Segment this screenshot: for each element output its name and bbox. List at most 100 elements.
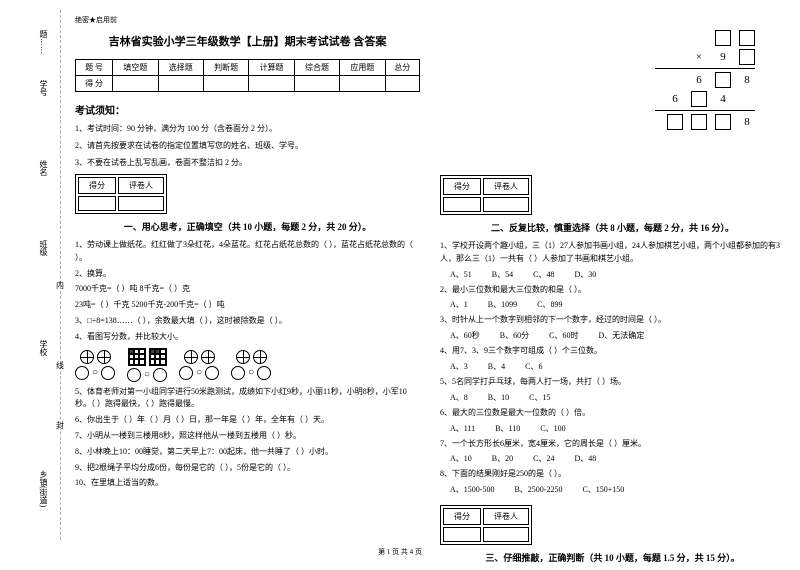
grader-cell: 评卷人 — [483, 178, 529, 195]
grader-cell: 评卷人 — [483, 508, 529, 525]
options-6: A、111B、110C、100 — [440, 423, 785, 434]
question-4: 4、看图写分数，并比较大小。 — [75, 331, 420, 344]
multiplication-problem: ×9 68 64 8 — [615, 30, 755, 133]
cut-label-3: 封 — [56, 420, 64, 431]
table-row: 得 分 — [76, 76, 420, 92]
label-school: 学校 — [38, 340, 49, 356]
blank-box — [739, 30, 755, 46]
circle-icon — [231, 366, 245, 380]
compare-symbol: ○ — [144, 369, 150, 380]
options-1: A、51B、54C、48D、30 — [440, 269, 785, 280]
shape-group: ○ — [231, 350, 271, 380]
th-fill: 填空题 — [113, 60, 158, 76]
circle-icon — [127, 368, 141, 382]
question-7: 7、小明从一楼到三楼用8秒，照这样他从一楼到五楼用（ ）秒。 — [75, 430, 420, 443]
digit-8: 8 — [739, 74, 755, 86]
scorer-box: 得分评卷人 — [440, 175, 532, 215]
shape-group: ○ — [75, 350, 115, 380]
question-2b: 23吨=（ ）千克 5200千克-200千克=（ ）吨 — [75, 299, 420, 312]
compare-symbol: ○ — [248, 367, 254, 378]
scorer-box: 得分评卷人 — [440, 505, 532, 545]
notice-title: 考试须知： — [75, 102, 420, 117]
table-row: 题 号 填空题 选择题 判断题 计算题 综合题 应用题 总分 — [76, 60, 420, 76]
label-note: 题…… — [38, 30, 49, 54]
options-5: A、8B、10C、15 — [440, 392, 785, 403]
blank-box — [715, 30, 731, 46]
circle-icon — [184, 350, 198, 364]
question-9: 9、把2根绳子平均分成6份，每份是它的（ ），5份是它的（ ）。 — [75, 462, 420, 475]
options-2: A、1B、1099C、899 — [440, 299, 785, 310]
score-table: 题 号 填空题 选择题 判断题 计算题 综合题 应用题 总分 得 分 — [75, 59, 420, 92]
circle-icon — [97, 350, 111, 364]
question-8: 8、小林晚上10：00睡觉，第二天早上7：00起床，他一共睡了（ ）小时。 — [75, 446, 420, 459]
problem-5: 5、5名同学打乒乓球，每两人打一场，共打（ ）场。 — [440, 376, 785, 389]
exam-title: 吉林省实验小学三年级数学【上册】期末考试试卷 含答案 — [75, 33, 420, 49]
circle-icon — [75, 366, 89, 380]
compare-symbol: ○ — [92, 367, 98, 378]
scorer-box: 得分评卷人 — [75, 174, 167, 214]
shape-group: ○ — [179, 350, 219, 380]
circle-icon — [101, 366, 115, 380]
blank-box — [691, 114, 707, 130]
cut-label-2: 线 — [56, 360, 64, 371]
options-3: A、60秒B、60分C、60时D、无法确定 — [440, 330, 785, 341]
fraction-shapes: ○ ○ ○ ○ — [75, 348, 420, 382]
th-comp: 综合题 — [294, 60, 339, 76]
notice-item: 1、考试时间：90 分钟，满分为 100 分（含卷面分 2 分）。 — [75, 123, 420, 135]
compare-symbol: ○ — [196, 367, 202, 378]
question-6: 6、你出生于（ ）年（ ）月（ ）日，那一年是（ ）年，全年有（ ）天。 — [75, 414, 420, 427]
circle-icon — [153, 368, 167, 382]
problem-2: 2、最小三位数和最大三位数的和是（ ）。 — [440, 284, 785, 297]
left-column: 绝密★启用前 吉林省实验小学三年级数学【上册】期末考试试卷 含答案 题 号 填空… — [75, 15, 420, 570]
label-class: 班级 — [38, 240, 49, 256]
td-score: 得 分 — [76, 76, 113, 92]
circle-icon — [236, 350, 250, 364]
th-num: 题 号 — [76, 60, 113, 76]
digit-9: 9 — [715, 51, 731, 63]
question-3: 3、□÷8=138……（ ），余数最大填（ ），这时被除数是（ ）。 — [75, 315, 420, 328]
circle-icon — [253, 350, 267, 364]
th-app: 应用题 — [340, 60, 385, 76]
shape-group: ○ — [127, 348, 167, 382]
section-1-title: 一、用心思考，正确填空（共 10 小题，每题 2 分，共 20 分）。 — [75, 220, 420, 233]
page-footer: 第 1 页 共 4 页 — [0, 547, 800, 557]
blank-box — [739, 49, 755, 65]
th-calc: 计算题 — [249, 60, 294, 76]
question-2: 2、换算。 — [75, 268, 420, 281]
circle-icon — [257, 366, 271, 380]
times-sign: × — [691, 51, 707, 63]
grader-cell: 评卷人 — [118, 177, 164, 194]
circle-icon — [80, 350, 94, 364]
digit-6: 6 — [691, 74, 707, 86]
notice-item: 3、不要在试卷上乱写乱画，卷面不整洁扣 2 分。 — [75, 157, 420, 169]
problem-6: 6、最大的三位数是最大一位数的（ ）倍。 — [440, 407, 785, 420]
section-2-title: 二、反复比较，慎重选择（共 8 小题，每题 2 分，共 16 分）。 — [440, 221, 785, 234]
horizontal-line — [655, 68, 755, 69]
binding-margin: 题…… 学号 姓名 班级 学校 乡镇(街道) — [0, 0, 50, 565]
th-total: 总分 — [385, 60, 419, 76]
problem-4: 4、用7、3、9三个数字可组成（ ）个三位数。 — [440, 345, 785, 358]
problem-7: 7、一个长方形长6厘米，宽4厘米，它的周长是（ ）厘米。 — [440, 438, 785, 451]
notice-item: 2、请首先按要求在试卷的指定位置填写您的姓名、班级、学号。 — [75, 140, 420, 152]
options-7: A、10B、20C、24D、48 — [440, 453, 785, 464]
grid-icon — [149, 348, 167, 366]
secret-mark: 绝密★启用前 — [75, 15, 420, 25]
cut-line — [60, 10, 61, 540]
problem-1: 1、学校开设两个趣小组，三（1）27人参加书画小组，24人参加棋艺小组，两个小组… — [440, 240, 785, 266]
question-2a: 7000千克=（ ）吨 8千克=（ ）克 — [75, 283, 420, 296]
right-column: ×9 68 64 8 得分评卷人 二、反复比较，慎重选择（共 8 小题，每题 2… — [440, 15, 785, 570]
problem-8: 8、下面的结果刚好是250的是（ ）。 — [440, 468, 785, 481]
horizontal-line — [655, 110, 755, 111]
label-town: 乡镇(街道) — [38, 470, 49, 507]
question-1: 1、劳动课上做纸花。红红做了3朵红花，4朵蓝花。红花占纸花总数的（ ），蓝花占纸… — [75, 239, 420, 265]
blank-box — [715, 114, 731, 130]
th-choice: 选择题 — [158, 60, 203, 76]
cut-label-1: 内 — [56, 280, 64, 291]
score-cell: 得分 — [443, 178, 481, 195]
circle-icon — [179, 366, 193, 380]
blank-box — [667, 114, 683, 130]
options-4: A、3B、4C、6 — [440, 361, 785, 372]
score-cell: 得分 — [78, 177, 116, 194]
question-5: 5、体育老师对第一小组同学进行50米跑测试，成绩如下小红9秒，小丽11秒，小明8… — [75, 386, 420, 412]
score-cell: 得分 — [443, 508, 481, 525]
